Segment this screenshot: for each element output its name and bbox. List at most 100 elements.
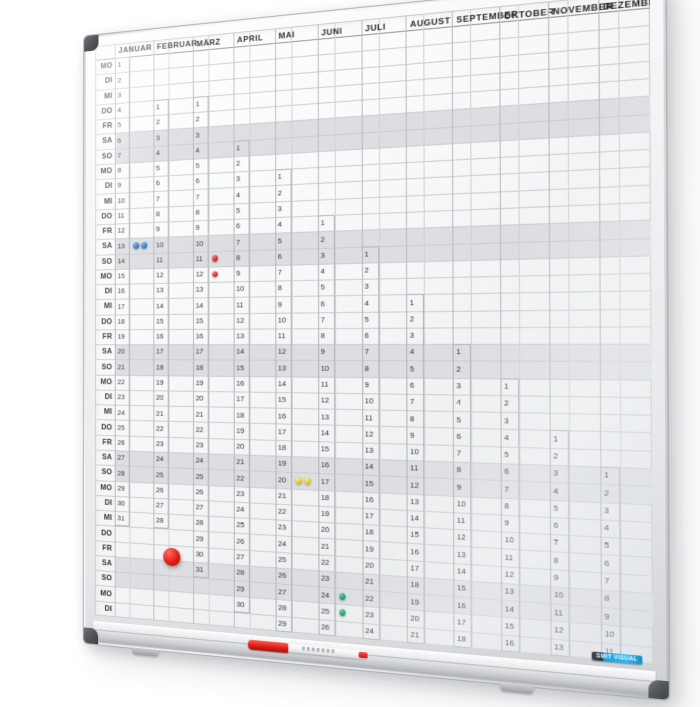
weekday-label-do-3: DO [101, 106, 113, 116]
day-number: 4 [456, 397, 461, 408]
magnet-yellow-1[interactable] [295, 477, 302, 484]
magnet-blue-2[interactable] [141, 242, 147, 249]
month-block-april [233, 140, 249, 614]
day-number: 9 [409, 430, 415, 440]
weekday-label-sa-5: SA [102, 136, 113, 146]
day-number: 14 [410, 513, 420, 524]
magnet-blue-1[interactable] [133, 242, 139, 249]
month-block-november [550, 430, 570, 657]
weekday-label-do-10: DO [101, 211, 113, 221]
month-divider-august [405, 15, 409, 643]
day-number: 5 [364, 314, 369, 324]
day-number: 14 [456, 566, 466, 577]
day-number: 2 [364, 265, 369, 275]
day-number: 11 [410, 463, 419, 474]
grid-row-line [95, 272, 652, 286]
day-number: 10 [604, 628, 615, 640]
weekday-label-fr-11: FR [102, 226, 113, 236]
weekday-label-so-27: SO [101, 467, 113, 477]
day-number: 10 [364, 396, 374, 406]
grid-row-line [94, 479, 653, 505]
day-number: 13 [410, 496, 419, 507]
day-number: 13 [553, 641, 564, 653]
day-number: 11 [504, 552, 514, 563]
writing-surface[interactable]: MO DI MI DO FR SA SO MO DI MI DO FR SA SO MO DI MI DO FR SA… [94, 0, 654, 665]
daynum-divider-juli [378, 18, 381, 641]
day-number: 2 [409, 314, 415, 324]
grid-row-line [95, 166, 651, 196]
weekday-label-di-29: DI [104, 498, 113, 507]
day-number: 22 [365, 593, 374, 603]
day-number: 4 [553, 485, 559, 496]
day-number: 3 [504, 415, 509, 426]
day-number: 2 [553, 451, 559, 461]
month-block-juni [318, 215, 335, 637]
weekday-label-mo-35: MO [100, 588, 113, 598]
day-number: 7 [504, 483, 509, 494]
daynum-divider-november [567, 0, 572, 658]
magnet-green-2[interactable] [339, 609, 346, 617]
day-number: 3 [364, 282, 369, 292]
day-number: 5 [409, 364, 415, 374]
grid-row-line [94, 509, 653, 541]
day-number: 15 [504, 620, 515, 631]
day-number: 17 [456, 616, 467, 627]
weekday-label-mo-14: MO [100, 271, 113, 281]
day-number: 7 [456, 448, 462, 458]
grid-row-line [95, 95, 651, 136]
day-number: 9 [456, 482, 462, 492]
day-number: 14 [504, 603, 515, 614]
month-title-august: AUGUST [410, 15, 451, 30]
day-number: 16 [410, 546, 420, 557]
daynum-divider-dezember [618, 0, 623, 662]
day-number: 8 [409, 413, 415, 424]
day-number: 16 [364, 494, 374, 505]
weekday-label-so-20: SO [101, 362, 113, 371]
day-number: 20 [365, 560, 374, 571]
month-title-dezember: DEZEMBER [603, 0, 654, 13]
month-divider-juli [361, 19, 364, 639]
grid-row-line [95, 308, 652, 316]
weekday-label-mi-23: MI [103, 407, 113, 417]
weekday-label-fr-25: FR [102, 437, 113, 447]
month-block-juli [361, 246, 379, 641]
magnet-yellow-2[interactable] [304, 477, 311, 485]
day-number: 7 [364, 347, 369, 357]
day-number: 6 [504, 466, 509, 477]
day-number: 18 [410, 579, 420, 590]
day-number: 17 [364, 511, 374, 521]
day-number: 3 [456, 381, 461, 391]
weekday-label-mo-28: MO [100, 482, 113, 492]
day-number: 20 [410, 613, 420, 624]
month-divider-oktober [499, 6, 503, 652]
weekday-label-mi-30: MI [103, 513, 113, 523]
day-number: 6 [456, 431, 461, 441]
grid-row-line [94, 404, 652, 416]
grid-row-line [95, 290, 652, 301]
grid-row-line [94, 374, 652, 381]
weekday-label-do-31: DO [101, 528, 113, 538]
day-number: 18 [456, 633, 467, 644]
day-number: 12 [410, 480, 419, 490]
day-number: 12 [456, 532, 466, 543]
weekday-label-do-17: DO [101, 317, 113, 326]
day-number: 15 [364, 478, 374, 488]
day-number: 21 [410, 629, 420, 640]
day-number: 5 [553, 503, 559, 513]
month-title-märz: MÄRZ [196, 36, 221, 49]
weekday-label-di-1: DI [104, 76, 113, 86]
day-number: 3 [409, 330, 415, 341]
magnet-red-big[interactable] [163, 547, 181, 567]
daynum-divider-september [470, 8, 474, 649]
day-number: 15 [410, 530, 420, 540]
magnet-red-2[interactable] [212, 270, 219, 278]
day-number: 6 [364, 331, 369, 341]
whiteboard-planner[interactable]: MO DI MI DO FR SA SO MO DI MI DO FR SA SO MO DI MI DO FR SA… [83, 0, 669, 701]
month-title-april: APRIL [236, 32, 264, 45]
month-divider-november [548, 1, 552, 656]
grid-row-line [95, 219, 652, 241]
grid-row-line [94, 434, 653, 452]
grid-row-line [94, 494, 653, 523]
magnet-green-1[interactable] [338, 592, 346, 600]
day-number: 16 [504, 637, 515, 649]
